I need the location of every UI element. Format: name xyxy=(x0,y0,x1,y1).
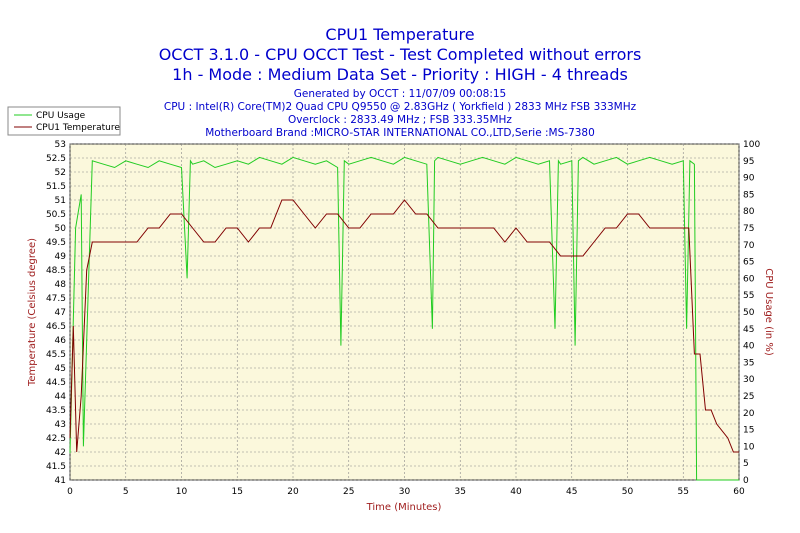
y-axis-left-title: Temperature (Celsius degree) xyxy=(27,238,38,387)
y-left-tick-label: 52.5 xyxy=(46,154,66,164)
y-left-tick-label: 48 xyxy=(55,280,67,290)
y-left-tick-label: 45.5 xyxy=(46,350,66,360)
x-tick-label: 15 xyxy=(232,487,243,497)
x-tick-label: 10 xyxy=(176,487,188,497)
x-axis-title: Time (Minutes) xyxy=(366,502,442,513)
y-right-tick-label: 70 xyxy=(743,241,755,251)
series-layer xyxy=(69,156,739,481)
y-right-tick-label: 20 xyxy=(743,409,755,419)
legend-box xyxy=(7,106,121,136)
y-left-tick-label: 50.5 xyxy=(46,210,66,220)
y-left-tick-label: 49.5 xyxy=(46,238,66,248)
y-axis-right-title: CPU Usage (in %) xyxy=(763,268,774,356)
info-cpu: CPU : Intel(R) Core(TM)2 Quad CPU Q9550 … xyxy=(164,101,637,113)
y-right-tick-label: 5 xyxy=(743,459,749,469)
x-tick-label: 40 xyxy=(510,487,522,497)
legend: CPU Usage CPU1 Temperature xyxy=(7,106,121,136)
x-tick-label: 0 xyxy=(67,487,73,497)
y-right-tick-label: 85 xyxy=(743,190,754,200)
y-right-tick-label: 30 xyxy=(743,375,755,385)
y-left-tick-label: 46.5 xyxy=(46,322,66,332)
y-right-tick-label: 95 xyxy=(743,157,754,167)
x-tick-label: 25 xyxy=(343,487,354,497)
y-left-tick-label: 45 xyxy=(55,364,66,374)
y-left-tick-label: 48.5 xyxy=(46,266,66,276)
x-tick-label: 20 xyxy=(287,487,299,497)
x-tick-label: 5 xyxy=(123,487,129,497)
y-left-tick-label: 51 xyxy=(55,196,66,206)
y-right-tick-label: 100 xyxy=(743,140,760,150)
x-tick-label: 35 xyxy=(455,487,466,497)
x-tick-label: 50 xyxy=(622,487,634,497)
y-left-tick-label: 42 xyxy=(55,448,66,458)
cpu-temperature-line xyxy=(69,199,739,453)
y-right-tick-label: 80 xyxy=(743,207,755,217)
y-right-tick-label: 10 xyxy=(743,442,755,452)
y-left-tick-label: 46 xyxy=(55,336,67,346)
y-right-tick-label: 25 xyxy=(743,392,754,402)
x-tick-label: 60 xyxy=(733,487,745,497)
x-tick-label: 30 xyxy=(399,487,411,497)
y-left-tick-label: 43.5 xyxy=(46,406,66,416)
y-left-tick-label: 43 xyxy=(55,420,66,430)
y-left-tick-label: 50 xyxy=(55,224,67,234)
y-left-tick-label: 53 xyxy=(55,140,66,150)
info-motherboard: Motherboard Brand :MICRO-STAR INTERNATIO… xyxy=(205,127,595,139)
legend-label-cpu-temp: CPU1 Temperature xyxy=(36,123,120,133)
chart-subtitle-mode: 1h - Mode : Medium Data Set - Priority :… xyxy=(172,65,628,84)
tick-labels: 0 5 10 15 20 25 30 35 40 45 50 55 604141.54242.54343… xyxy=(46,140,760,497)
x-tick-label: 45 xyxy=(566,487,577,497)
chart-title: CPU1 Temperature xyxy=(325,25,474,44)
cpu-usage-line xyxy=(69,156,739,481)
y-left-tick-label: 44.5 xyxy=(46,378,66,388)
x-tick-label: 55 xyxy=(678,487,689,497)
y-left-tick-label: 41.5 xyxy=(46,462,66,472)
y-right-tick-label: 40 xyxy=(743,342,755,352)
y-left-tick-label: 47.5 xyxy=(46,294,66,304)
y-right-tick-label: 55 xyxy=(743,291,754,301)
y-right-tick-label: 60 xyxy=(743,274,755,284)
y-right-tick-label: 15 xyxy=(743,426,754,436)
y-left-tick-label: 42.5 xyxy=(46,434,66,444)
y-right-tick-label: 75 xyxy=(743,224,754,234)
y-right-tick-label: 65 xyxy=(743,258,754,268)
chart-subtitle-test: OCCT 3.1.0 - CPU OCCT Test - Test Comple… xyxy=(159,45,642,64)
y-left-tick-label: 47 xyxy=(55,308,66,318)
y-right-tick-label: 50 xyxy=(743,308,755,318)
y-left-tick-label: 49 xyxy=(55,252,67,262)
y-right-tick-label: 45 xyxy=(743,325,754,335)
y-right-tick-label: 0 xyxy=(743,476,749,486)
legend-label-cpu-usage: CPU Usage xyxy=(36,111,86,121)
info-overclock: Overclock : 2833.49 MHz ; FSB 333.35MHz xyxy=(288,114,512,126)
y-right-tick-label: 90 xyxy=(743,174,755,184)
info-generated: Generated by OCCT : 11/07/09 00:08:15 xyxy=(294,88,506,100)
y-right-tick-label: 35 xyxy=(743,358,754,368)
y-left-tick-label: 44 xyxy=(55,392,67,402)
y-left-tick-label: 41 xyxy=(55,476,66,486)
y-left-tick-label: 51.5 xyxy=(46,182,66,192)
y-left-tick-label: 52 xyxy=(55,168,66,178)
